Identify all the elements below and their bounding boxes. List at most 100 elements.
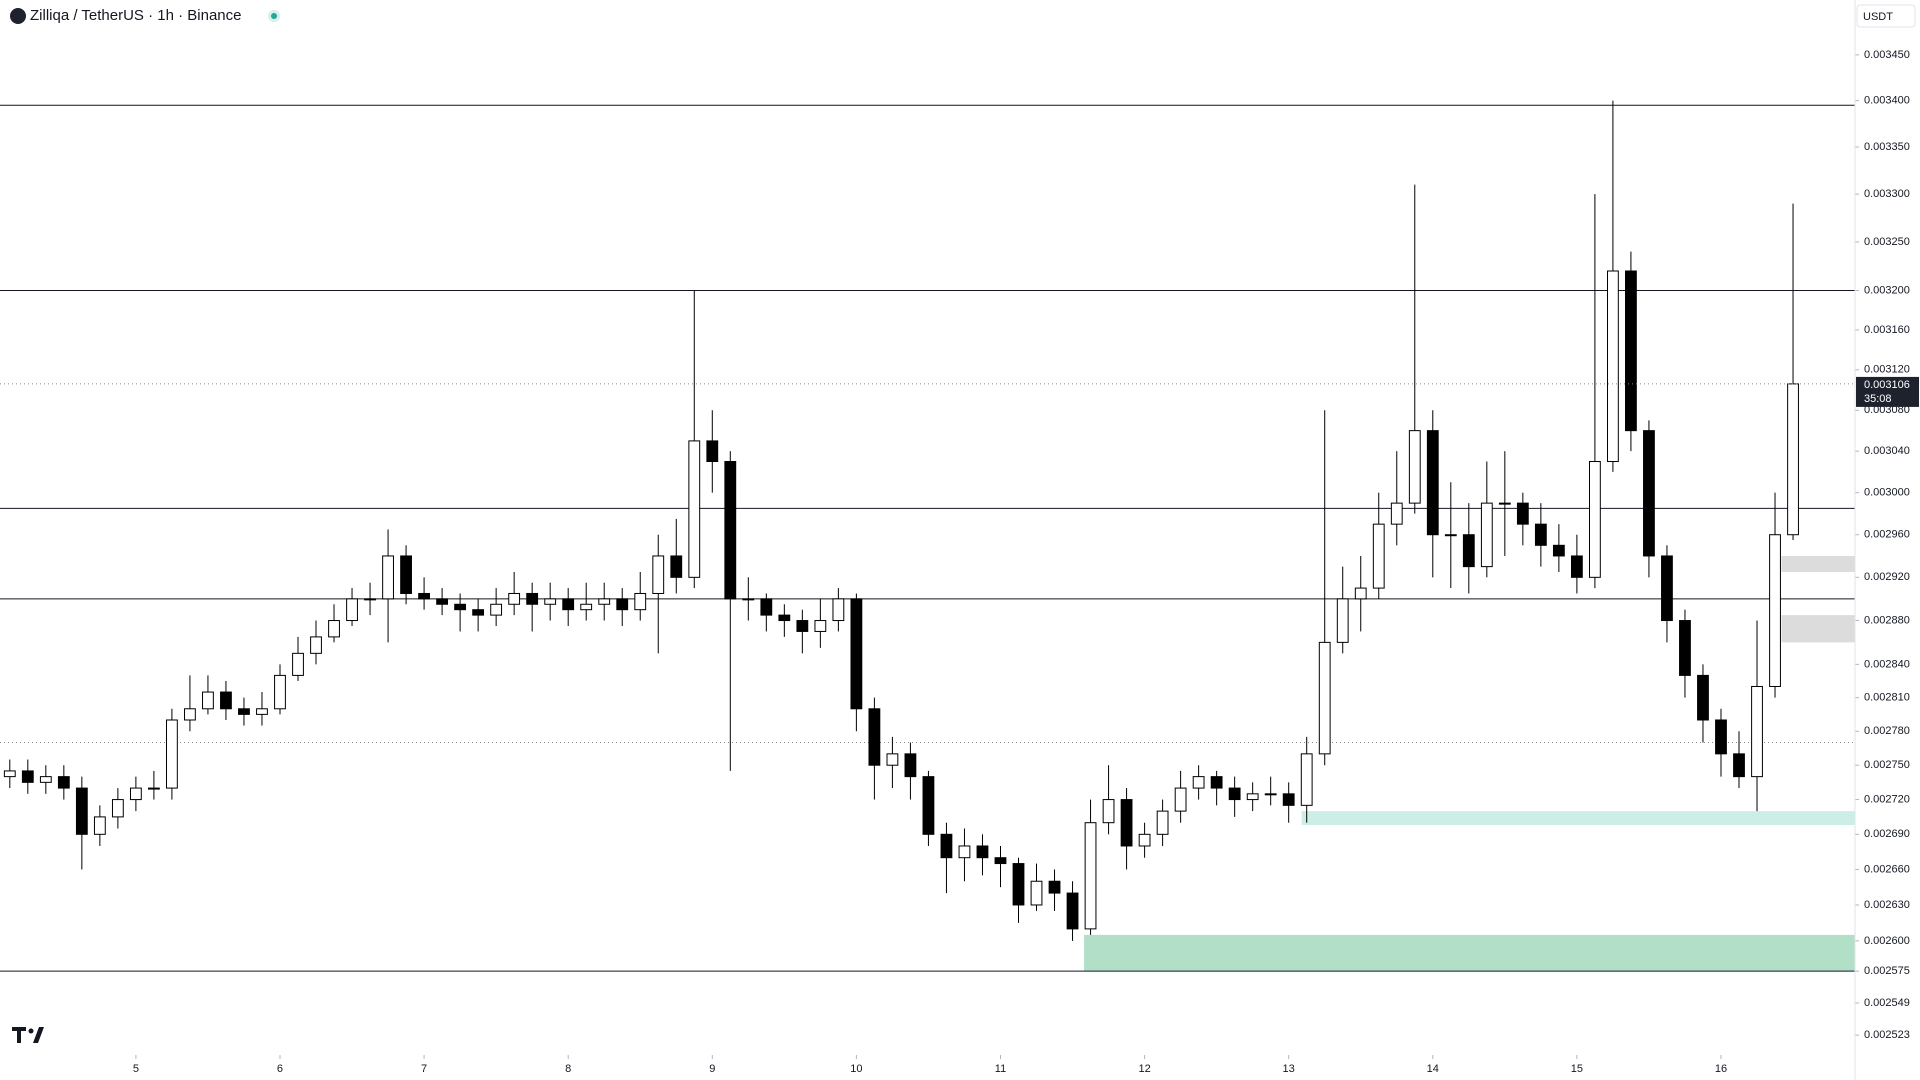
current-price-label: 0.003106	[1864, 379, 1910, 391]
candle	[1625, 251, 1637, 452]
candle-body	[490, 603, 503, 616]
candle-body	[400, 555, 412, 594]
candle-body	[1372, 523, 1385, 589]
candle-body	[580, 603, 593, 611]
candle-body	[111, 799, 124, 818]
candle	[1462, 503, 1475, 594]
candle	[21, 759, 34, 794]
x-tick-label: 11	[995, 1063, 1006, 1075]
candle	[1426, 410, 1439, 578]
candle	[1210, 770, 1223, 806]
candle-body	[454, 603, 467, 611]
candle	[400, 545, 412, 605]
candle	[1084, 799, 1097, 935]
candle	[1715, 708, 1727, 777]
candle-body	[1354, 587, 1367, 600]
candle-body	[544, 598, 557, 605]
x-tick-label: 6	[277, 1063, 283, 1075]
candle-body	[886, 753, 899, 766]
candle-body	[436, 598, 449, 605]
x-tick-label: 5	[133, 1063, 139, 1075]
y-tick-label: 0.002750	[1864, 759, 1910, 771]
y-tick-label: 0.003250	[1864, 236, 1910, 248]
candle	[1552, 524, 1565, 572]
candle	[598, 582, 611, 621]
candle-body	[1462, 534, 1475, 568]
candle-body	[994, 857, 1007, 865]
candle-body	[850, 598, 863, 710]
candle-body	[1516, 502, 1529, 525]
candle-body	[1012, 863, 1025, 906]
candle	[976, 834, 989, 876]
y-tick-label: 0.003080	[1864, 404, 1910, 416]
candle	[1030, 863, 1043, 911]
y-tick-label: 0.002720	[1864, 793, 1910, 805]
x-tick-label: 15	[1571, 1063, 1583, 1075]
y-tick-label: 0.002780	[1864, 725, 1910, 737]
candle-body	[39, 776, 52, 783]
currency-label[interactable]: USDT	[1863, 11, 1893, 23]
candle	[544, 582, 557, 621]
chart-title[interactable]: Zilliqa / TetherUS · 1h · Binance	[30, 7, 242, 24]
symbol-logo	[10, 8, 26, 24]
candle	[1192, 765, 1205, 800]
current-price-box	[1856, 376, 1919, 407]
zone	[1084, 934, 1855, 972]
y-tick-label: 0.002660	[1864, 863, 1910, 875]
candle-body	[292, 652, 304, 676]
candle-body	[742, 598, 755, 601]
candle-body	[346, 598, 358, 622]
y-tick-label: 0.002630	[1864, 899, 1910, 911]
candle-body	[93, 816, 106, 835]
candle-body	[814, 620, 827, 632]
candle-body	[796, 620, 809, 632]
candle-body	[760, 598, 773, 616]
candle	[1102, 765, 1115, 835]
candle-body	[1769, 534, 1781, 687]
candle-body	[1228, 787, 1241, 801]
candle-body	[652, 555, 665, 594]
candle-body	[1444, 534, 1457, 537]
x-tick-label: 13	[1283, 1063, 1295, 1075]
tradingview-logo	[12, 1027, 44, 1043]
candle-body	[1210, 776, 1223, 789]
candle-body	[166, 719, 178, 789]
candle	[1679, 609, 1691, 698]
candle	[1012, 857, 1025, 923]
candle-body	[1120, 799, 1133, 847]
candle-body	[940, 833, 953, 859]
y-tick-label: 0.002920	[1864, 571, 1910, 583]
y-tick-label: 0.002600	[1864, 935, 1910, 947]
candle	[1408, 184, 1421, 514]
candle-body	[688, 440, 701, 578]
y-tick-label: 0.003300	[1864, 188, 1910, 200]
candle	[1282, 782, 1295, 823]
candle	[57, 765, 70, 800]
candle-body	[1390, 502, 1403, 525]
x-tick-label: 7	[421, 1063, 427, 1075]
candle-body	[274, 674, 286, 710]
candle	[220, 680, 232, 720]
candle-body	[1643, 430, 1655, 557]
candle-body	[598, 598, 611, 605]
candle	[184, 675, 196, 732]
zone	[1781, 615, 1855, 643]
candle-body	[310, 636, 322, 654]
candle	[1607, 100, 1619, 472]
candle	[1336, 566, 1349, 654]
candle-body	[958, 845, 971, 859]
candle	[490, 588, 503, 626]
candle-body	[922, 776, 935, 835]
candle	[1643, 420, 1655, 578]
candle-body	[21, 770, 34, 783]
candle-body	[1138, 833, 1151, 847]
candle-body	[1625, 270, 1637, 432]
candle	[562, 588, 575, 626]
candle	[904, 742, 917, 800]
candle	[454, 593, 467, 632]
candle-body	[57, 776, 70, 789]
candle-body	[1084, 822, 1097, 930]
currency-button[interactable]	[1856, 4, 1916, 28]
candle	[111, 788, 124, 829]
